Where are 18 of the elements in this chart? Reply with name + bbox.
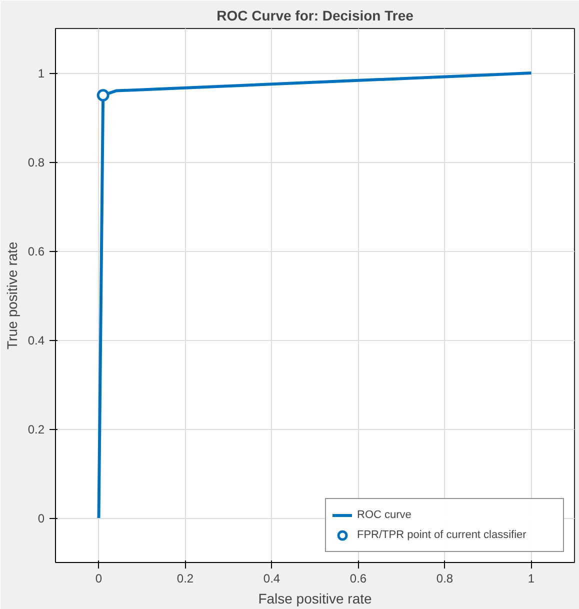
y-tick-label: 0.6 (28, 244, 45, 258)
y-axis-title: True positive rate (4, 241, 20, 350)
y-tick-label: 0.2 (28, 422, 45, 436)
x-tick-label: 1 (528, 572, 535, 586)
x-axis-title: False positive rate (258, 590, 372, 606)
x-tick-label: 0 (95, 572, 102, 586)
y-tick-label: 0 (38, 512, 45, 526)
x-tick-label: 0.8 (436, 572, 454, 586)
chart-title: ROC Curve for: Decision Tree (216, 8, 414, 24)
y-tick-label: 1 (38, 66, 45, 80)
x-tick-label: 0.6 (350, 572, 367, 586)
y-tick-label: 0.4 (28, 334, 45, 348)
line-series (97, 72, 533, 520)
legend-label: ROC curve (357, 509, 412, 521)
x-tick-label: 0.4 (263, 572, 280, 586)
y-tick-label: 0.8 (28, 156, 45, 170)
legend-label: FPR/TPR point of current classifier (357, 529, 528, 541)
x-tick-label: 0.2 (176, 572, 194, 586)
